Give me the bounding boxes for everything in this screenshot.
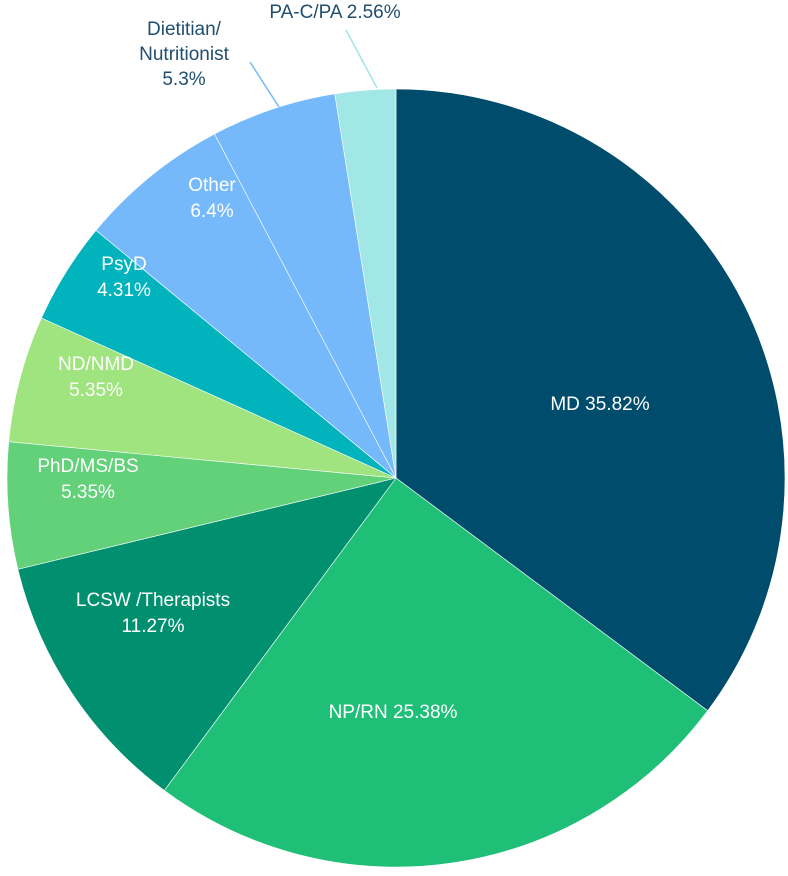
slice-label-line: 6.4% — [190, 201, 233, 222]
pie-slice-pa-c-pa — [334, 88, 397, 479]
slice-label-pa-c-pa: PA-C/PA 2.56% — [269, 2, 400, 23]
slice-label-line: 5.35% — [61, 482, 115, 503]
pie-slice-md — [395, 88, 786, 712]
slice-label-md: MD 35.82% — [550, 394, 649, 415]
pie-slice-np-rn — [163, 477, 709, 868]
leader-line-dietitian-nutritionist — [249, 61, 280, 108]
slice-label-line: 5.35% — [69, 380, 123, 401]
slice-label-line: Other — [188, 175, 236, 196]
slice-label-psyd: PsyD 4.31% — [97, 254, 151, 301]
slice-label-line: MD 35.82% — [550, 394, 649, 415]
slice-label-line: LCSW /Therapists — [76, 590, 230, 611]
slice-label-line: 5.3% — [162, 69, 205, 90]
leader-line-pa-c-pa — [345, 29, 378, 89]
slice-label-line: PsyD — [101, 254, 146, 275]
slice-label-line: Nutritionist — [139, 44, 229, 65]
slice-label-dietitian-nutritionist: Dietitian/Nutritionist 5.3% — [139, 19, 229, 90]
leader-lines — [249, 29, 378, 108]
slice-label-line: NP/RN 25.38% — [329, 702, 458, 723]
slice-labels: MD 35.82% NP/RN 25.38% LCSW /Therapists 11.… — [37, 2, 649, 723]
slice-label-nd-nmd: ND/NMD 5.35% — [58, 354, 134, 401]
pie-slice-lcsw-therapists — [17, 477, 397, 791]
pie-slices — [6, 88, 786, 868]
slice-label-phd-ms-bs: PhD/MS/BS 5.35% — [37, 456, 138, 503]
slice-label-np-rn: NP/RN 25.38% — [329, 702, 458, 723]
slice-label-line: PA-C/PA 2.56% — [269, 2, 400, 23]
slice-label-lcsw-therapists: LCSW /Therapists 11.27% — [76, 590, 230, 637]
slice-label-line: ND/NMD — [58, 354, 134, 375]
slice-label-line: PhD/MS/BS — [37, 456, 138, 477]
slice-label-line: Dietitian/ — [147, 19, 222, 40]
pie-slice-other — [95, 133, 397, 479]
slice-label-line: 11.27% — [121, 616, 184, 637]
slice-label-other: Other 6.4% — [188, 175, 236, 222]
slice-label-line: 4.31% — [97, 280, 151, 301]
